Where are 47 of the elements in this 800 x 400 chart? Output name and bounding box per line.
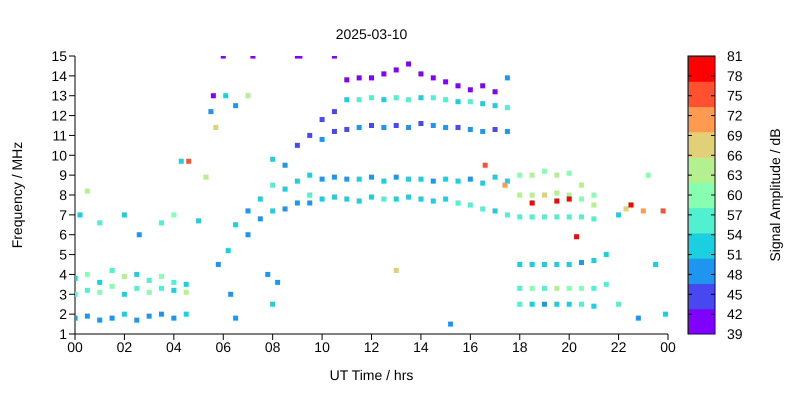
x-tick-label: 20: [561, 338, 578, 355]
y-tick-label: 6: [59, 226, 68, 243]
y-tick-label: 14: [51, 68, 68, 84]
color-bar-label: 57: [727, 206, 743, 223]
x-tick-label: 02: [116, 338, 132, 355]
color-bar-label: 69: [727, 127, 743, 144]
y-axis-title: Frequency / MHz: [8, 142, 25, 248]
y-tick-label: 9: [59, 167, 68, 184]
color-bar-label: 75: [727, 88, 743, 104]
y-tick-label: 5: [59, 246, 68, 263]
y-tick-label: 4: [59, 266, 68, 282]
y-tick-label: 8: [59, 186, 68, 203]
color-bar-title: Signal Amplitude / dB: [767, 128, 783, 262]
color-bar-label: 45: [727, 286, 743, 302]
x-tick-label: 06: [215, 338, 232, 355]
x-tick-label: 14: [413, 338, 429, 355]
color-bar-label: 39: [727, 326, 743, 342]
chart-title: 2025-03-10: [334, 26, 408, 42]
color-bar-label: 51: [727, 246, 743, 263]
y-tick-label: 1: [59, 326, 68, 342]
y-tick-label: 7: [59, 206, 68, 223]
color-bar-label: 72: [727, 108, 743, 124]
x-tick-label: 00: [660, 338, 676, 355]
color-bar-label: 78: [727, 68, 743, 84]
x-tick-label: 22: [610, 338, 627, 355]
x-tick-label: 04: [166, 338, 182, 355]
x-tick-label: 18: [512, 338, 528, 355]
color-bar-label: 54: [727, 226, 743, 243]
color-bar-label: 42: [727, 306, 743, 322]
color-bar-label: 63: [727, 167, 743, 184]
color-bar-label: 48: [727, 266, 743, 282]
y-tick-label: 12: [51, 108, 68, 124]
y-tick-label: 11: [52, 127, 68, 144]
x-tick-label: 00: [67, 338, 83, 355]
color-bar-label: 81: [727, 48, 743, 64]
y-tick-label: 3: [59, 286, 68, 302]
y-tick-label: 15: [51, 48, 68, 64]
x-axis-title: UT Time / hrs: [330, 367, 414, 383]
x-tick-label: 08: [264, 338, 281, 355]
color-bar-label: 60: [727, 187, 743, 203]
y-tick-label: 2: [59, 306, 68, 322]
x-tick-label: 12: [364, 338, 380, 355]
y-tick-label: 13: [51, 88, 68, 104]
x-tick-label: 16: [462, 338, 478, 355]
color-bar-label: 66: [727, 147, 743, 164]
x-tick-label: 10: [314, 338, 330, 355]
y-tick-label: 10: [51, 147, 68, 164]
